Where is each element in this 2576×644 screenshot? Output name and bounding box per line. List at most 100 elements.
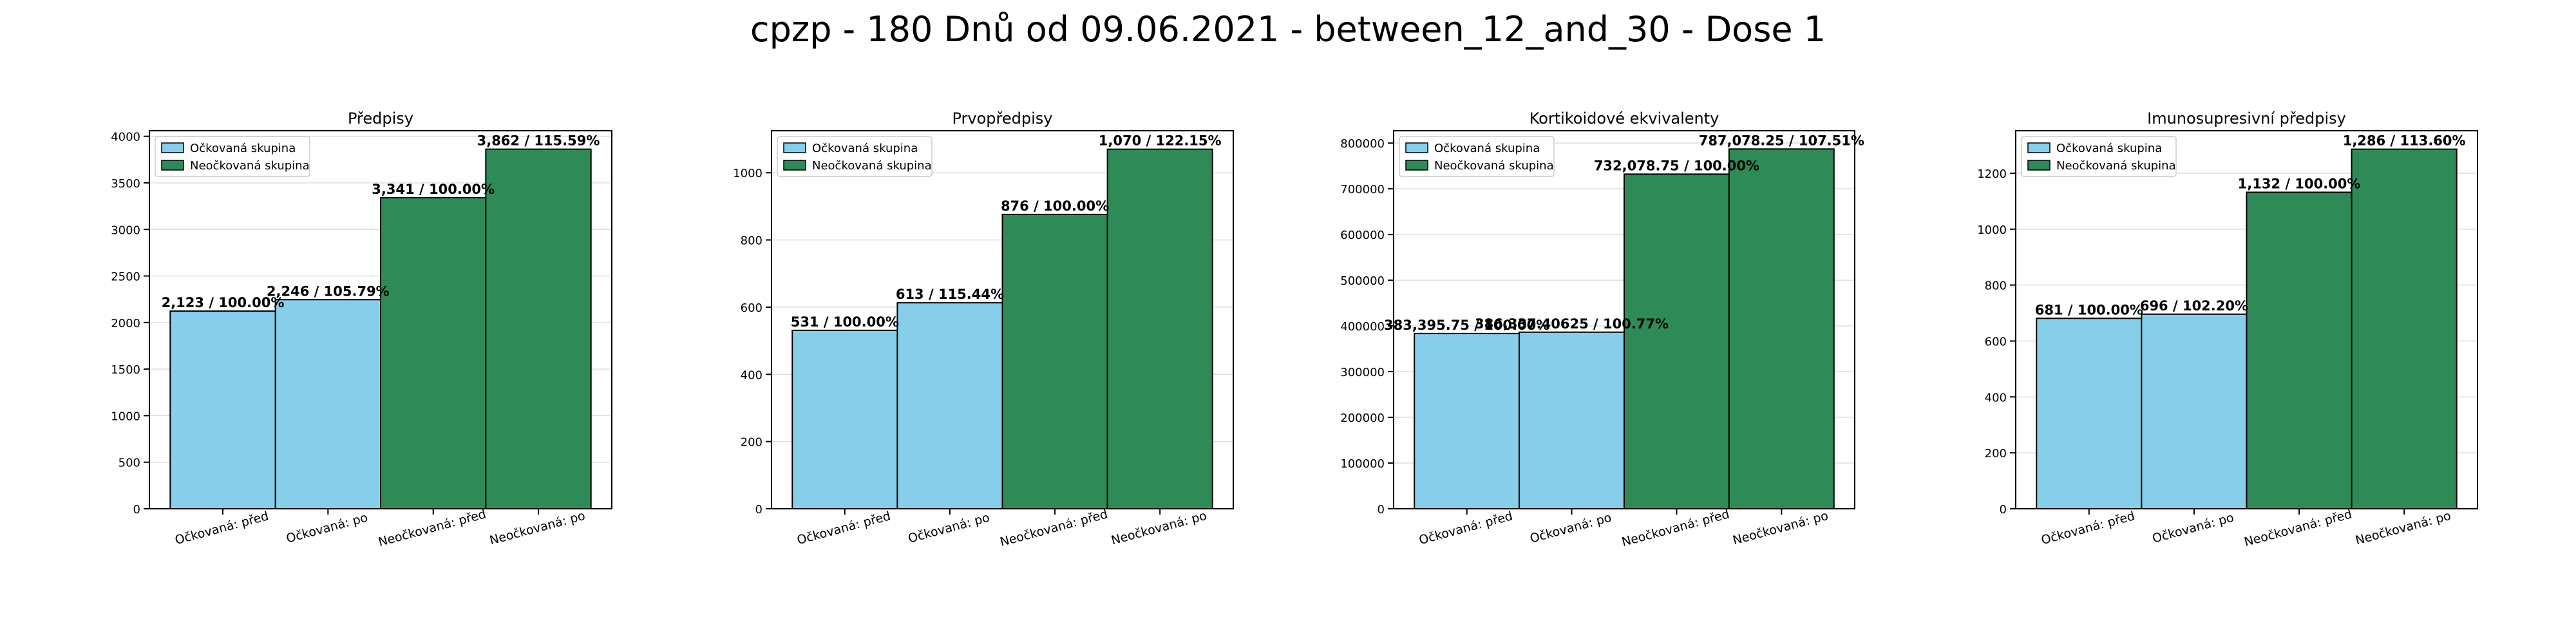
x-tick-label: Očkovaná: po [1528, 511, 1613, 546]
x-tick-label: Neočkovaná: před [377, 507, 488, 549]
y-tick-label: 200 [1985, 447, 2007, 460]
x-tick-label: Očkovaná: před [1417, 509, 1514, 547]
legend-box [1399, 136, 1555, 177]
x-tick-label: Neočkovaná: před [2243, 507, 2354, 549]
bar-value-label: 1,070 / 122.15% [1099, 133, 1222, 149]
bar [2036, 317, 2143, 509]
chart-title: Kortikoidové ekvivalenty [1530, 109, 1719, 128]
chart-title: Imunosupresivní předpisy [2147, 109, 2346, 128]
y-tick-label: 500 [118, 457, 140, 470]
x-tick-label: Neočkovaná: po [1731, 509, 1830, 548]
bar-value-label: 696 / 102.20% [2140, 298, 2248, 314]
legend-label: Neočkovaná skupina [190, 159, 310, 173]
y-tick-label: 600 [1985, 335, 2007, 348]
legend-swatch [1405, 160, 1428, 171]
legend-box [2021, 136, 2177, 177]
bar-value-label: 876 / 100.00% [1001, 198, 1109, 214]
y-tick-label: 1500 [111, 363, 140, 377]
legend-swatch [783, 142, 806, 153]
chart-title: Prvopředpisy [952, 109, 1053, 128]
y-tick-label: 3500 [111, 177, 140, 191]
legend-label: Neočkovaná skupina [2056, 159, 2176, 173]
bar-value-label: 1,286 / 113.60% [2343, 133, 2466, 149]
y-tick-label: 0 [133, 503, 140, 516]
y-tick-label: 2000 [111, 317, 140, 330]
bar-value-label: 383,395.75 / 100.00% [1384, 317, 1549, 333]
y-tick-label: 200 [741, 436, 762, 450]
y-tick-label: 0 [2000, 503, 2007, 516]
bar [1728, 148, 1835, 509]
y-tick-label: 2500 [111, 270, 140, 284]
bar [485, 148, 592, 510]
bar-value-label: 787,078.25 / 107.51% [1699, 133, 1864, 148]
legend-swatch [2027, 142, 2050, 153]
bar [169, 310, 276, 509]
y-tick-label: 500000 [1340, 274, 1385, 288]
bar [274, 299, 381, 509]
bar-value-label: 2,123 / 100.00% [162, 295, 285, 310]
x-tick-label: Očkovaná: před [2040, 509, 2136, 547]
y-tick-label: 1000 [733, 167, 762, 180]
legend-label: Neočkovaná skupina [1434, 159, 1554, 173]
y-tick-label: 400 [1985, 391, 2007, 404]
bar [896, 302, 1003, 509]
legend-label: Očkovaná skupina [812, 142, 918, 155]
y-tick-label: 1000 [111, 410, 140, 423]
bar [2246, 191, 2353, 509]
bar-value-label: 3,341 / 100.00% [372, 182, 495, 197]
bar-value-label: 732,078.75 / 100.00% [1594, 158, 1759, 173]
bar [1001, 213, 1108, 509]
bar [791, 329, 898, 509]
figure-suptitle: cpzp - 180 Dnů od 09.06.2021 - between_1… [750, 9, 1826, 50]
x-tick-label: Očkovaná: po [907, 511, 991, 546]
y-tick-label: 100000 [1340, 457, 1385, 471]
legend-label: Očkovaná skupina [190, 142, 296, 155]
y-tick-label: 700000 [1340, 183, 1385, 196]
y-tick-label: 600 [741, 301, 762, 315]
axes-frame [771, 130, 1234, 509]
bar-value-label: 681 / 100.00% [2035, 302, 2143, 317]
axes-frame [1393, 130, 1855, 509]
legend-swatch [2027, 160, 2050, 171]
bar [1414, 332, 1520, 510]
y-tick-label: 300000 [1340, 366, 1385, 379]
y-tick-label: 800000 [1340, 137, 1385, 151]
legend-label: Neočkovaná skupina [812, 159, 932, 173]
y-tick-label: 200000 [1340, 412, 1385, 425]
x-tick-label: Očkovaná: před [795, 509, 892, 547]
bar [2351, 148, 2458, 509]
y-tick-label: 800 [1985, 279, 2007, 293]
legend-label: Očkovaná skupina [1434, 142, 1540, 155]
y-tick-label: 0 [1378, 503, 1385, 516]
x-tick-label: Neočkovaná: před [1620, 507, 1731, 549]
y-tick-label: 400000 [1340, 320, 1385, 334]
chart-title: Předpisy [348, 109, 413, 128]
axes-frame [2015, 130, 2478, 509]
x-tick-label: Neočkovaná: po [1110, 509, 1208, 548]
y-tick-label: 600000 [1340, 229, 1385, 242]
y-tick-label: 4000 [111, 131, 140, 144]
axes-frame [149, 130, 612, 509]
x-tick-label: Očkovaná: po [2151, 511, 2235, 546]
y-tick-label: 800 [741, 234, 762, 248]
bar-value-label: 386,337.40625 / 100.77% [1475, 316, 1669, 332]
bar-value-label: 613 / 115.44% [896, 287, 1004, 302]
bar-value-label: 531 / 100.00% [791, 314, 899, 330]
x-tick-label: Očkovaná: po [285, 511, 369, 546]
bar [2141, 313, 2248, 509]
legend-swatch [783, 160, 806, 171]
x-tick-label: Očkovaná: před [173, 509, 270, 547]
y-tick-label: 1200 [1977, 167, 2007, 181]
y-tick-label: 0 [755, 503, 762, 516]
legend-box [155, 136, 310, 177]
bar [1519, 331, 1625, 509]
legend-label: Očkovaná skupina [2056, 142, 2162, 155]
legend-box [777, 136, 933, 177]
y-tick-label: 400 [741, 368, 762, 382]
x-tick-label: Neočkovaná: po [488, 509, 587, 548]
bar [1624, 173, 1730, 509]
y-tick-label: 3000 [111, 223, 140, 237]
bar-value-label: 2,246 / 105.79% [267, 283, 390, 299]
bar [1106, 148, 1213, 510]
